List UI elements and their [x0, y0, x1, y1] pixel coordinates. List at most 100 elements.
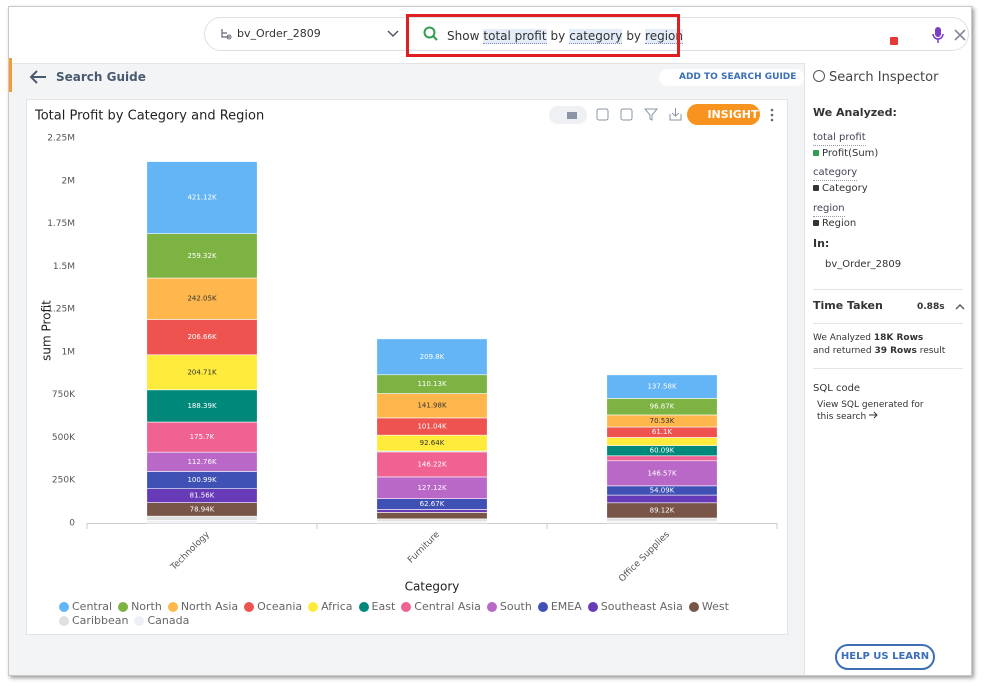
insight-label[interactable]: INSIGHT [707, 108, 759, 121]
legend-swatch [308, 602, 319, 612]
data-label: 141.98K [417, 402, 446, 410]
filter-icon[interactable] [643, 108, 659, 121]
y-tick-label: 1M [62, 347, 76, 357]
legend: Central North North Asia Oceania Africa East C… [59, 600, 779, 628]
search-icon [423, 26, 438, 41]
legend-label: Southeast Asia [600, 600, 683, 613]
data-label: 127.12K [417, 484, 446, 492]
legend-label: Africa [321, 600, 353, 613]
mic-icon[interactable] [931, 26, 945, 44]
menu-dot[interactable] [770, 118, 774, 122]
query-token: category [569, 29, 623, 44]
bar-segment [376, 393, 488, 419]
legend-label: East [371, 600, 396, 613]
summary-text: and returned [813, 346, 872, 356]
legend-item[interactable]: South [486, 600, 532, 614]
legend-label: Central [72, 600, 113, 613]
data-label: 259.32K [187, 252, 216, 260]
x-tick-label: Technology [168, 529, 212, 573]
query-token: by [626, 29, 642, 43]
separator [813, 289, 963, 290]
chart-tool[interactable] [596, 108, 609, 121]
search-bar[interactable]: bv_Order_2809 Show total profit by category… [204, 17, 969, 51]
query-token: by [550, 29, 566, 43]
data-label: 146.22K [417, 460, 446, 468]
arrow-icon [869, 411, 878, 419]
help-button[interactable]: HELP US LEARN [835, 644, 935, 670]
legend-item[interactable]: Africa [308, 600, 353, 614]
data-label: 60.09K [650, 447, 675, 455]
summary-text: We Analyzed [813, 333, 871, 343]
bar-segment [606, 437, 718, 446]
data-label: 421.12K [187, 194, 216, 202]
data-label: 112.76K [187, 458, 216, 466]
y-tick-label: 750K [52, 390, 76, 400]
highlight-box [406, 14, 680, 57]
x-tick-label: Furniture [406, 530, 442, 566]
legend-swatch [358, 602, 369, 612]
legend-label: Caribbean [72, 614, 129, 627]
legend-item[interactable]: Southeast Asia [587, 600, 683, 614]
y-tick-label: 1.25M [47, 305, 75, 315]
legend-label: West [701, 600, 729, 613]
data-label: 209.8K [420, 353, 445, 361]
back-arrow[interactable] [29, 70, 47, 84]
data-label: 89.12K [650, 506, 675, 514]
legend-label: Canada [147, 614, 190, 627]
add-to-guide[interactable]: ADD TO SEARCH GUIDE [659, 69, 805, 86]
legend-swatch [118, 602, 129, 612]
data-label: 110.13K [417, 380, 446, 388]
top-bar: bv_Order_2809 Show total profit by category… [9, 7, 971, 64]
menu-dot[interactable] [770, 113, 774, 117]
data-label: 96.87K [650, 403, 675, 411]
dataset-name[interactable]: bv_Order_2809 [237, 27, 321, 40]
bar-segment [606, 460, 718, 487]
legend-item[interactable]: Central Asia [401, 600, 481, 614]
legend-item[interactable]: North Asia [167, 600, 239, 614]
inspector-title-text: Search Inspector [829, 70, 939, 85]
x-tick-label: Office Supplies [617, 530, 672, 585]
legend-label: North Asia [180, 600, 239, 613]
sql-link-text[interactable]: View SQL generated for this search [817, 400, 924, 422]
search-query[interactable]: Show total profit by category by region [447, 25, 683, 44]
data-label: 100.99K [187, 476, 216, 484]
legend-swatch [134, 616, 145, 626]
legend-swatch [688, 602, 699, 612]
collapse-icon[interactable] [955, 303, 965, 311]
legend-item[interactable]: Canada [134, 614, 189, 628]
bar-segment [606, 455, 718, 462]
sql-link[interactable]: View SQL generated for this search [817, 399, 942, 423]
legend-label: Central Asia [414, 600, 481, 613]
legend-swatch [244, 602, 255, 612]
legend-swatch [537, 602, 548, 612]
attribute-icon [813, 220, 819, 226]
legend-item[interactable]: Oceania [244, 600, 302, 614]
legend-item[interactable]: North [118, 600, 162, 614]
legend-item[interactable]: Caribbean [59, 614, 128, 628]
analyzed-heading: We Analyzed: [813, 106, 897, 119]
data-label: 188.39K [187, 402, 216, 410]
time-heading: Time Taken [813, 299, 883, 312]
legend-item[interactable]: East [358, 600, 396, 614]
search-guide[interactable]: Search Guide [56, 70, 146, 84]
y-tick-label: 1.75M [47, 219, 75, 229]
menu-dot[interactable] [770, 108, 774, 112]
chart-tool[interactable] [620, 108, 633, 121]
legend-swatch [486, 602, 497, 612]
clear-icon[interactable] [953, 28, 967, 42]
legend-item[interactable]: Central [59, 600, 112, 614]
legend-item[interactable]: West [688, 600, 729, 614]
bar-segment [146, 389, 258, 423]
data-label: 92.64K [420, 439, 445, 447]
legend-item[interactable]: EMEA [537, 600, 582, 614]
y-axis-title: sum Profit [40, 300, 54, 361]
table-icon[interactable] [567, 112, 577, 119]
x-axis-title: Category [405, 580, 460, 594]
y-tick-label: 250K [52, 476, 76, 486]
column: Category [822, 183, 868, 194]
chart-card: Total Profit by Category and Region INSI… [26, 99, 788, 635]
dataset-chevron[interactable] [387, 29, 399, 39]
accent [9, 58, 12, 92]
download-icon[interactable] [669, 108, 682, 121]
insight-button[interactable] [687, 104, 760, 125]
